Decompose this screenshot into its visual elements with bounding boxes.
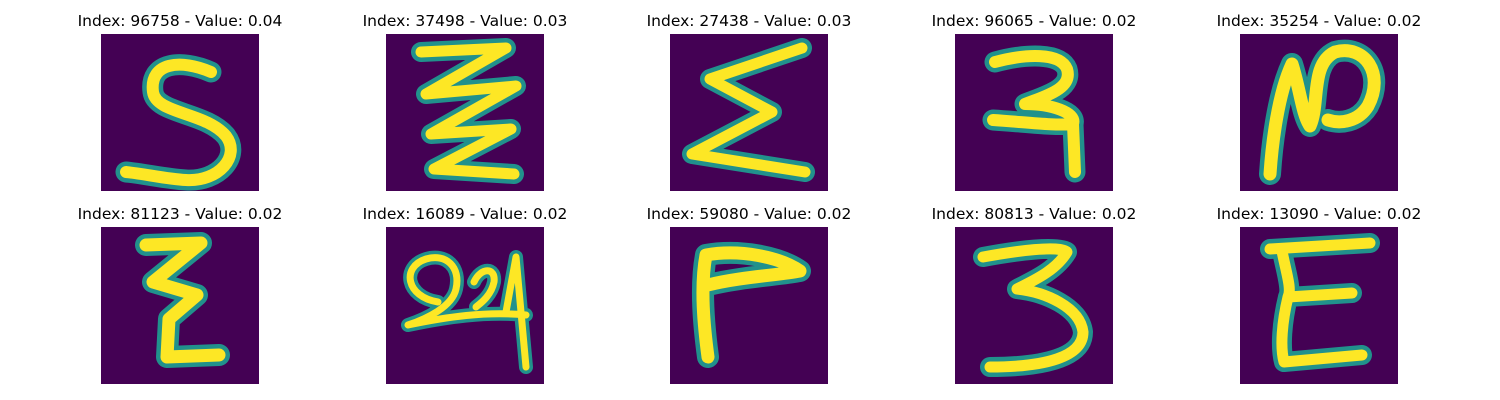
panel-title: Index: 13090 - Value: 0.02 — [1216, 205, 1422, 223]
image-panel: Index: 37498 - Value: 0.03 — [355, 13, 575, 193]
image-panel: Index: 96758 - Value: 0.04 — [70, 13, 290, 193]
digit-e-graphic — [1260, 233, 1380, 372]
digit-q24-graphic — [401, 250, 533, 374]
panel-title: Index: 59080 - Value: 0.02 — [646, 205, 852, 223]
panel-title: Index: 96758 - Value: 0.04 — [77, 12, 283, 30]
image-panel: Index: 80813 - Value: 0.02 — [924, 206, 1144, 386]
panel-title: Index: 96065 - Value: 0.02 — [931, 12, 1137, 30]
digit-zigzag-graphic — [411, 38, 526, 184]
digit-image-q24 — [386, 227, 544, 384]
digit-image-ra — [955, 34, 1113, 191]
digit-ra-graphic — [982, 45, 1086, 183]
image-panel: Index: 35254 - Value: 0.02 — [1209, 13, 1429, 193]
digit-image-sigma — [670, 34, 828, 191]
digit-zigzag-vertical-graphic — [135, 232, 230, 368]
digit-image-zigzag-vertical — [101, 227, 259, 384]
panel-title: Index: 81123 - Value: 0.02 — [77, 205, 283, 223]
digit-image-zigzag — [386, 34, 544, 191]
digit-image-e — [1240, 227, 1398, 384]
digit-loop-n-graphic — [1259, 39, 1386, 185]
panel-title: Index: 37498 - Value: 0.03 — [362, 12, 568, 30]
panel-title: Index: 16089 - Value: 0.02 — [362, 205, 568, 223]
panel-title: Index: 35254 - Value: 0.02 — [1216, 12, 1422, 30]
digit-sigma-graphic — [682, 38, 815, 182]
digit-corner-graphic — [691, 242, 811, 368]
digit-image-three — [955, 227, 1113, 384]
digit-image-five — [101, 34, 259, 191]
image-panel: Index: 27438 - Value: 0.03 — [639, 13, 859, 193]
panel-title: Index: 27438 - Value: 0.03 — [646, 12, 852, 30]
digit-five-graphic — [115, 54, 242, 191]
digit-image-corner — [670, 227, 828, 384]
image-panel: Index: 96065 - Value: 0.02 — [924, 13, 1144, 193]
panel-title: Index: 80813 - Value: 0.02 — [931, 205, 1137, 223]
digit-three-graphic — [973, 238, 1093, 377]
image-panel: Index: 81123 - Value: 0.02 — [70, 206, 290, 386]
image-panel: Index: 13090 - Value: 0.02 — [1209, 206, 1429, 386]
image-panel: Index: 16089 - Value: 0.02 — [355, 206, 575, 386]
digit-image-loop-n — [1240, 34, 1398, 191]
image-panel: Index: 59080 - Value: 0.02 — [639, 206, 859, 386]
